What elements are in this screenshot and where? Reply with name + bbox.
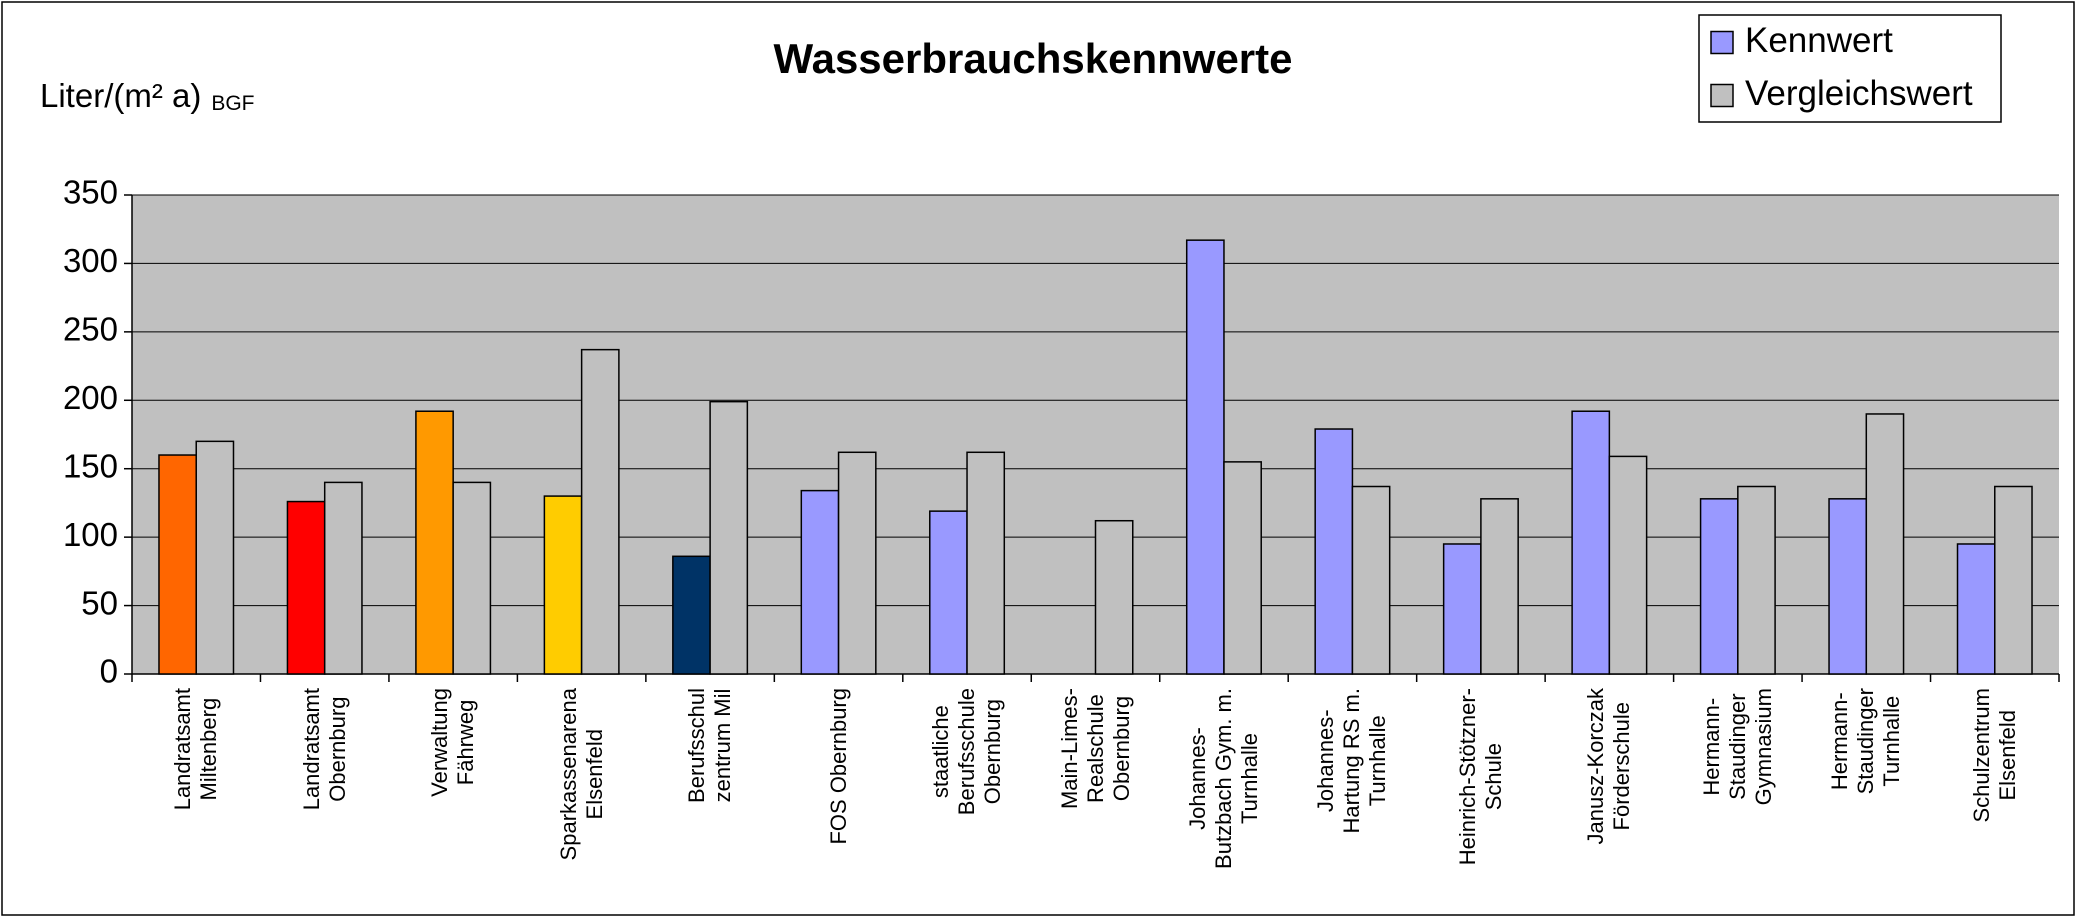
y-tick-label: 350: [63, 174, 118, 211]
x-tick-label: Johannes- Hartung RS m. Turnhalle: [1313, 688, 1391, 834]
x-tick-label: Berufsschul zentrum Mil: [684, 688, 736, 803]
x-tick-label: Hermann- Staudinger Turnhalle: [1827, 688, 1905, 795]
bar: [1094, 519, 1134, 675]
y-tick-label: 0: [100, 653, 118, 690]
legend-swatch: [1710, 30, 1734, 55]
y-tick-label: 150: [63, 447, 118, 484]
x-tick-label: Main-Limes- Realschule Obernburg: [1056, 688, 1134, 810]
y-tick-label: 250: [63, 311, 118, 348]
legend-box: [1698, 14, 2002, 123]
bar: [452, 481, 492, 675]
bar: [1699, 498, 1739, 675]
bar: [1956, 543, 1996, 675]
legend-swatch: [1710, 83, 1734, 108]
x-tick-label: Johannes- Butzbach Gym. m. Turnhalle: [1184, 688, 1262, 869]
bar: [837, 451, 877, 675]
y-tick-label: 200: [63, 379, 118, 416]
bar: [286, 500, 326, 675]
x-tick-label: Sparkassenarena Elsenfeld: [555, 688, 607, 861]
bar: [1314, 428, 1354, 675]
y-axis-label: Liter/(m² a) BGF: [40, 77, 255, 115]
x-tick-label: staatliche Berufsschule Obernburg: [928, 688, 1006, 816]
x-tick-label: Verwaltung Fährweg: [427, 688, 479, 797]
chart-title: Wasserbrauchskennwerte: [774, 35, 1293, 82]
bar: [323, 481, 363, 675]
x-tick-label: Hermann- Staudinger Gymnasium: [1698, 688, 1776, 806]
x-tick-label: Schulzentrum Elsenfeld: [1968, 688, 2020, 823]
bar: [195, 440, 235, 675]
bar: [1223, 461, 1262, 675]
bar: [800, 489, 840, 675]
y-tick-label: 300: [63, 242, 118, 279]
x-tick-label: FOS Obernburg: [825, 688, 851, 845]
bar: [1185, 239, 1225, 675]
x-tick-label: Landratsamt Miltenberg: [170, 688, 222, 811]
legend-label: Kennwert: [1745, 21, 1893, 60]
bar: [1994, 485, 2033, 675]
bar: [1571, 410, 1611, 675]
x-tick-label: Heinrich-Stötzner- Schule: [1454, 688, 1506, 866]
y-tick-label: 50: [81, 584, 118, 621]
bar: [1608, 455, 1648, 675]
legend-label: Vergleichswert: [1745, 74, 1973, 113]
bar: [580, 348, 620, 675]
x-tick-label: Landratsamt Obernburg: [298, 688, 350, 811]
bar: [966, 451, 1006, 675]
bar: [1480, 498, 1519, 675]
bar: [672, 555, 711, 675]
bar: [1865, 413, 1905, 675]
bar: [1828, 498, 1868, 675]
bar: [1351, 485, 1391, 675]
bar: [1737, 485, 1776, 675]
y-axis-label-main: Liter/(m² a): [40, 77, 201, 114]
y-tick-label: 100: [63, 516, 118, 553]
y-axis-label-sub: BGF: [211, 92, 254, 115]
bar: [158, 454, 197, 675]
bar: [929, 510, 968, 675]
bar: [1442, 543, 1482, 675]
bar: [415, 410, 454, 675]
bar: [709, 400, 749, 675]
bar: [543, 495, 583, 675]
x-tick-label: Janusz-Korczak Förderschule: [1583, 688, 1635, 845]
